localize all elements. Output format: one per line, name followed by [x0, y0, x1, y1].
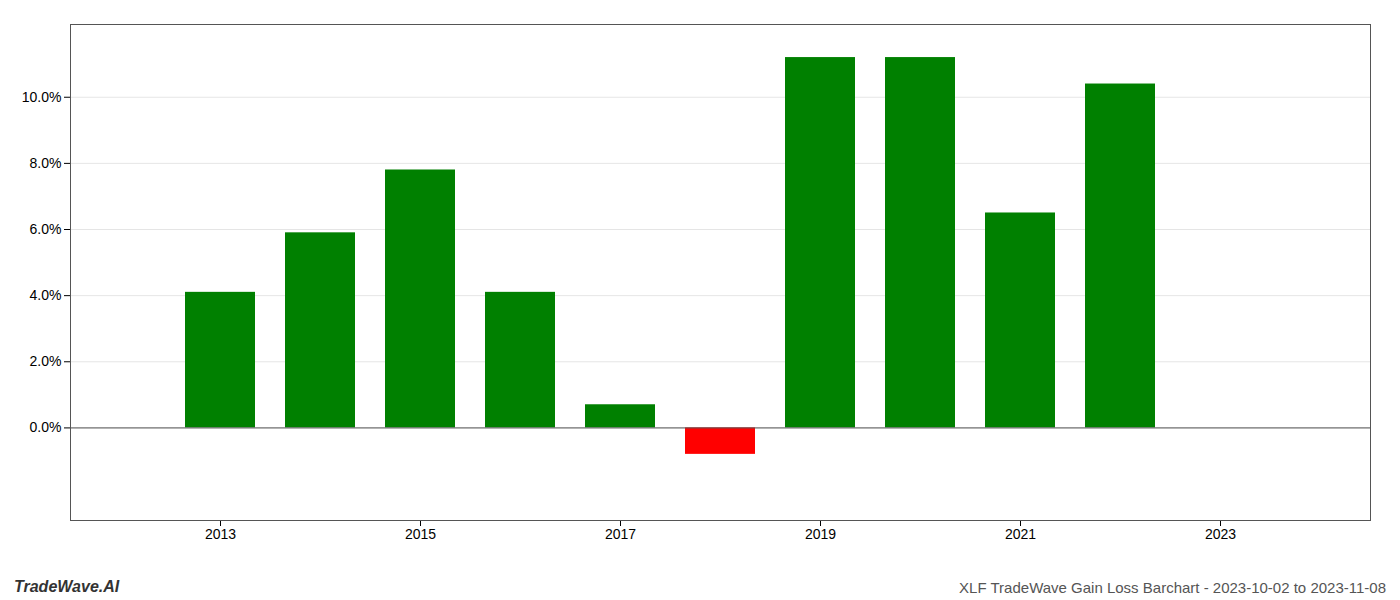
- svg-text:2013: 2013: [205, 526, 236, 542]
- svg-text:2017: 2017: [605, 526, 636, 542]
- svg-text:2019: 2019: [805, 526, 836, 542]
- svg-text:4.0%: 4.0%: [30, 287, 62, 303]
- svg-text:2015: 2015: [405, 526, 436, 542]
- svg-text:2023: 2023: [1205, 526, 1236, 542]
- html-text:XLF TradeWave Gain Loss Barcha: XLF TradeWave Gain Loss Barchart - 2023-…: [959, 579, 1386, 596]
- svg-text:10.0%: 10.0%: [22, 89, 62, 105]
- svg-text:8.0%: 8.0%: [30, 155, 62, 171]
- html-text:TradeWave.AI: TradeWave.AI: [14, 578, 120, 595]
- svg-text:2.0%: 2.0%: [30, 353, 62, 369]
- svg-text:0.0%: 0.0%: [30, 419, 62, 435]
- svg-text:6.0%: 6.0%: [30, 221, 62, 237]
- svg-text:2021: 2021: [1005, 526, 1036, 542]
